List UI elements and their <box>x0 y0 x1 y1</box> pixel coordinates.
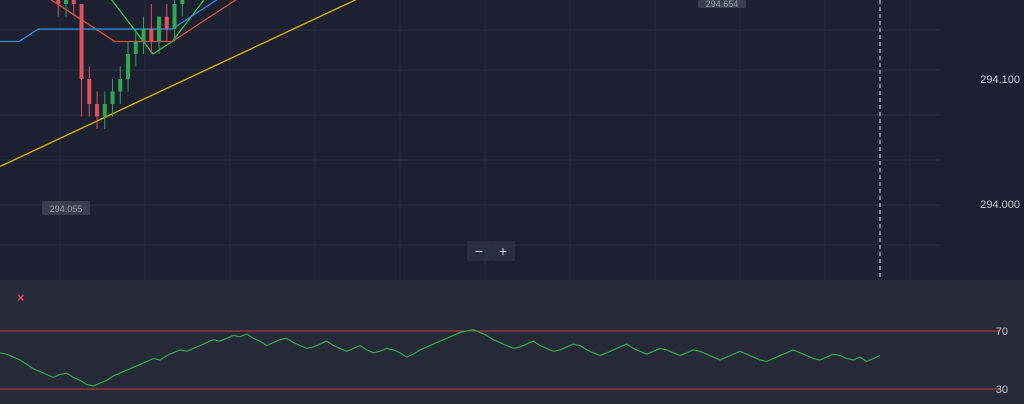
candle-body <box>149 29 154 42</box>
candle-body <box>64 0 69 4</box>
main-chart-background <box>0 0 1024 280</box>
moving-average-line <box>50 0 237 43</box>
candle-body <box>87 79 92 104</box>
close-indicator-icon[interactable]: × <box>17 290 25 305</box>
candle-body <box>126 54 131 79</box>
low-marker-label: 294.055 <box>50 204 83 214</box>
candle-body <box>95 104 100 117</box>
candle-body <box>102 104 107 117</box>
candle-body <box>157 16 162 42</box>
candle-body <box>79 4 84 79</box>
low-marker-box <box>42 201 90 215</box>
zoom-in-button[interactable]: + <box>491 241 515 261</box>
price-axis: 294.600294.500294.400294.300294.200294.1… <box>42 0 1020 215</box>
oscillator-line <box>0 328 881 387</box>
oscillator-panel: 70 30 <box>0 326 1008 396</box>
candle-body <box>133 41 138 54</box>
candle-body <box>56 0 61 4</box>
moving-average-line <box>0 0 218 43</box>
oscillator-tick-label: 70 <box>996 326 1008 338</box>
candle-body <box>172 4 177 29</box>
candle-body <box>118 79 123 92</box>
candle-body <box>110 91 115 104</box>
candlesticks <box>56 0 881 280</box>
candle-body <box>71 0 76 4</box>
high-marker-label: 294.654 <box>706 0 739 9</box>
indicator-panel-background <box>0 280 1024 404</box>
candle-body <box>180 0 185 4</box>
candle-body <box>141 29 146 42</box>
moving-averages <box>0 0 357 168</box>
price-tick-label: 294.100 <box>980 74 1020 86</box>
zoom-out-button[interactable]: − <box>467 241 491 261</box>
moving-average-line <box>110 0 205 55</box>
moving-average-line <box>0 0 357 168</box>
price-tick-label: 294.000 <box>980 199 1020 211</box>
candle-body <box>164 16 169 29</box>
chart-grid <box>0 0 940 404</box>
oscillator-tick-label: 30 <box>996 384 1008 396</box>
high-marker-box <box>698 0 746 8</box>
